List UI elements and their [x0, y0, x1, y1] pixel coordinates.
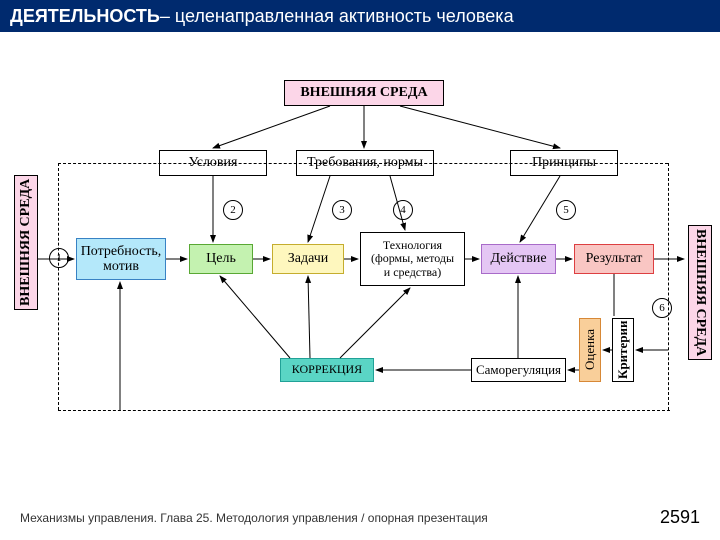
num-1: 1: [49, 248, 69, 268]
kriterii-box: Критерии: [612, 318, 634, 382]
top-env: ВНЕШНЯЯ СРЕДА: [284, 80, 444, 106]
num-5: 5: [556, 200, 576, 220]
deistvie-box: Действие: [481, 244, 556, 274]
dash-top: [58, 163, 668, 164]
num-2: 2: [223, 200, 243, 220]
footer-caption: Механизмы управления. Глава 25. Методоло…: [20, 511, 488, 525]
env-left-label: ВНЕШНЯЯ СРЕДА: [14, 175, 38, 310]
slide-header: ДЕЯТЕЛЬНОСТЬ – целенаправленная активнос…: [0, 0, 720, 32]
header-bold: ДЕЯТЕЛЬНОСТЬ: [10, 6, 160, 27]
tsel-box: Цель: [189, 244, 253, 274]
tekh-box: Технология (формы, методы и средства): [360, 232, 465, 286]
samoreg-box: Саморегуляция: [471, 358, 566, 382]
env-right-label: ВНЕШНЯЯ СРЕДА: [688, 225, 712, 360]
num-6: 6: [652, 298, 672, 318]
potrebnost-box: Потребность, мотив: [76, 238, 166, 280]
num-3: 3: [332, 200, 352, 220]
diagram: ВНЕШНЯЯ СРЕДА ВНЕШНЯЯ СРЕДА ВНЕШНЯЯ СРЕД…: [0, 60, 720, 490]
header-rest: – целенаправленная активность человека: [160, 6, 514, 27]
rezultat-box: Результат: [574, 244, 654, 274]
dash-right: [668, 163, 669, 410]
dash-bottom: [58, 410, 670, 411]
otsenka-box: Оценка: [579, 318, 601, 382]
slide-number: 2591: [660, 507, 700, 528]
num-4: 4: [393, 200, 413, 220]
dash-left: [58, 163, 59, 410]
korrektsiya-box: КОРРЕКЦИЯ: [280, 358, 374, 382]
zadachi-box: Задачи: [272, 244, 344, 274]
slide-footer: Механизмы управления. Глава 25. Методоло…: [20, 507, 700, 528]
